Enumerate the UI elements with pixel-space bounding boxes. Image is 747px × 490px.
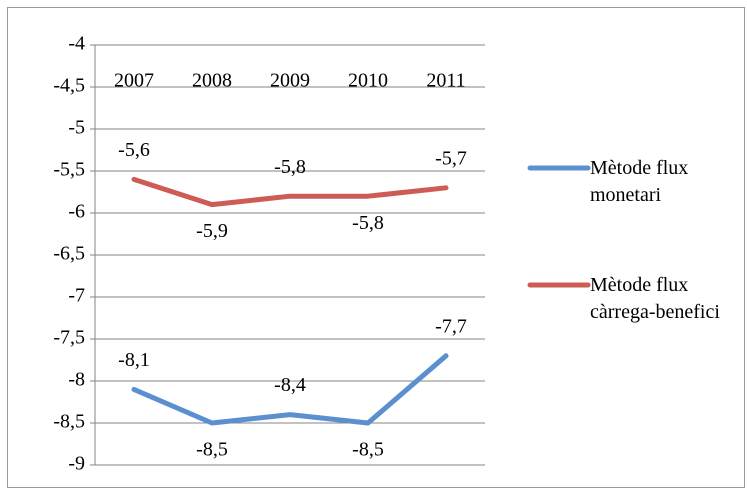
data-label: -8,4	[274, 374, 306, 396]
legend-label: Mètode flux monetari	[590, 157, 689, 206]
y-tick-label: -7	[68, 285, 85, 307]
y-tick-label: -4,5	[53, 75, 85, 97]
y-tick-label: -5	[68, 117, 85, 139]
data-label: -8,1	[118, 349, 150, 371]
data-label: -5,9	[196, 220, 228, 242]
y-tick-label: -6	[68, 201, 85, 223]
legend-label: Mètode flux càrrega-benefici	[590, 274, 720, 323]
series-line	[131, 176, 449, 208]
y-tick-label: -9	[68, 453, 85, 475]
x-tick-label: 2011	[426, 70, 465, 92]
data-label: -5,8	[352, 212, 384, 234]
chart-border	[7, 7, 745, 488]
data-label: -8,5	[196, 439, 228, 461]
y-tick-label: -8	[68, 369, 85, 391]
y-tick-label: -8,5	[53, 411, 85, 433]
y-tick-label: -7,5	[53, 327, 85, 349]
x-tick-label: 2007	[114, 70, 154, 92]
y-tick-label: -5,5	[53, 159, 85, 181]
x-tick-label: 2010	[348, 70, 388, 92]
y-tick-label: -6,5	[53, 243, 85, 265]
series-line	[131, 353, 449, 426]
x-tick-label: 2008	[192, 70, 232, 92]
data-label: -8,5	[352, 439, 384, 461]
x-tick-label: 2009	[270, 70, 310, 92]
y-tick-label: -4	[68, 33, 85, 55]
data-label: -5,6	[118, 139, 150, 161]
data-label: -5,7	[435, 147, 467, 169]
data-label: -5,8	[274, 156, 306, 178]
data-label: -7,7	[435, 315, 467, 337]
